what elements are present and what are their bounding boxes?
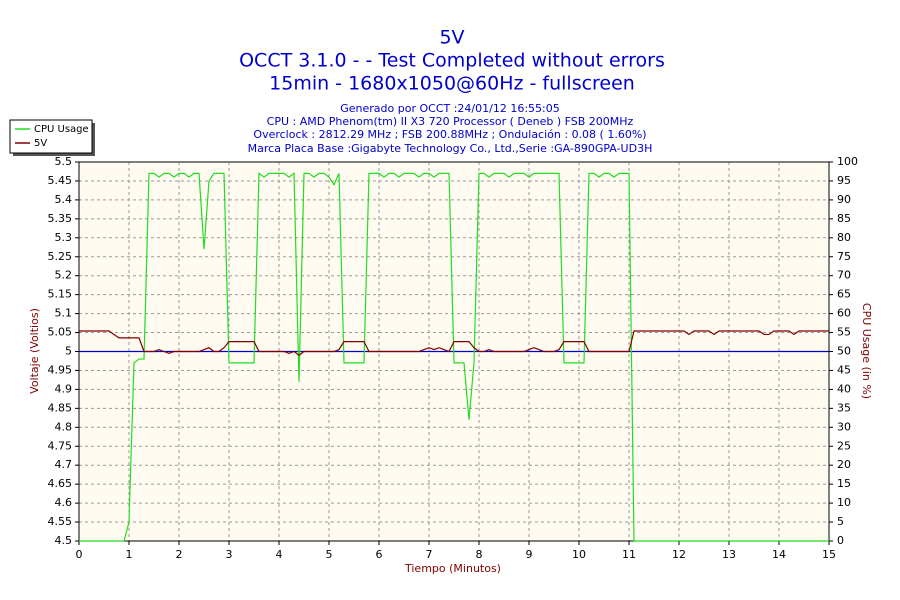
y2-tick-label: 35: [837, 401, 851, 414]
x-tick-label: 8: [476, 548, 483, 561]
x-tick-label: 11: [622, 548, 636, 561]
x-tick-label: 15: [822, 548, 836, 561]
y-tick-label: 5.05: [48, 326, 73, 339]
x-tick-label: 2: [176, 548, 183, 561]
x-axis-label: Tiempo (Minutos): [404, 562, 501, 575]
y-tick-label: 4.9: [55, 382, 73, 395]
y-tick-label: 5.25: [48, 250, 73, 263]
y-tick-label: 5.5: [55, 155, 73, 168]
y-tick-label: 4.55: [48, 515, 73, 528]
y-tick-label: 4.8: [55, 420, 73, 433]
chart-subtitle: 15min - 1680x1050@60Hz - fullscreen: [269, 73, 635, 95]
y2-tick-label: 20: [837, 458, 851, 471]
y-tick-label: 5.45: [48, 174, 73, 187]
y2-tick-label: 90: [837, 193, 851, 206]
x-tick-label: 4: [276, 548, 283, 561]
x-tick-label: 9: [526, 548, 533, 561]
y2-tick-label: 55: [837, 326, 851, 339]
y2-tick-label: 25: [837, 439, 851, 452]
x-tick-label: 12: [672, 548, 686, 561]
x-tick-label: 1: [126, 548, 133, 561]
y2-tick-label: 60: [837, 307, 851, 320]
info-line: Overclock : 2812.29 MHz ; FSB 200.88MHz …: [253, 128, 646, 141]
y2-tick-label: 45: [837, 363, 851, 376]
legend-label: 5V: [34, 138, 47, 149]
y-tick-label: 4.6: [55, 496, 73, 509]
y-tick-label: 5.3: [55, 231, 73, 244]
y-tick-label: 4.95: [48, 363, 73, 376]
y-tick-label: 5.2: [55, 269, 73, 282]
y2-tick-label: 30: [837, 420, 851, 433]
x-tick-label: 6: [376, 548, 383, 561]
series-line: [79, 330, 829, 357]
y-tick-label: 4.65: [48, 477, 73, 490]
y2-tick-label: 70: [837, 269, 851, 282]
y-tick-label: 4.85: [48, 401, 73, 414]
y-tick-label: 5.1: [55, 307, 73, 320]
y2-tick-label: 50: [837, 345, 851, 358]
y2-tick-label: 85: [837, 212, 851, 225]
info-line: CPU : AMD Phenom(tm) II X3 720 Processor…: [267, 115, 634, 128]
info-line: Generado por OCCT :24/01/12 16:55:05: [340, 102, 559, 115]
x-tick-label: 7: [426, 548, 433, 561]
info-line: Marca Placa Base :Gigabyte Technology Co…: [248, 142, 653, 155]
y2-tick-label: 80: [837, 231, 851, 244]
legend-box: [9, 119, 93, 154]
y-tick-label: 5.4: [55, 193, 73, 206]
series-line: [79, 172, 829, 542]
y2-tick-label: 100: [837, 155, 858, 168]
y2-tick-label: 65: [837, 288, 851, 301]
x-tick-label: 13: [722, 548, 736, 561]
y2-tick-label: 10: [837, 496, 851, 509]
y2-tick-label: 95: [837, 174, 851, 187]
x-tick-label: 5: [326, 548, 333, 561]
y-tick-label: 5: [65, 345, 72, 358]
y2-tick-label: 75: [837, 250, 851, 263]
y2-tick-label: 0: [837, 534, 844, 547]
y2-tick-label: 5: [837, 515, 844, 528]
y-axis-label: Voltaje (Voltios): [28, 308, 41, 394]
x-tick-label: 3: [226, 548, 233, 561]
x-tick-label: 14: [772, 548, 786, 561]
chart-title: 5V: [439, 27, 464, 49]
x-tick-label: 0: [76, 548, 83, 561]
legend-label: CPU Usage: [34, 124, 89, 135]
y2-tick-label: 40: [837, 382, 851, 395]
y-tick-label: 5.35: [48, 212, 73, 225]
y2-tick-label: 15: [837, 477, 851, 490]
chart-subtitle: OCCT 3.1.0 - - Test Completed without er…: [239, 50, 665, 72]
y2-axis-label: CPU Usage (in %): [860, 303, 873, 399]
y-tick-label: 4.7: [55, 458, 73, 471]
y-tick-label: 4.75: [48, 439, 73, 452]
y-tick-label: 5.15: [48, 288, 73, 301]
x-tick-label: 10: [572, 548, 586, 561]
y-tick-label: 4.5: [55, 534, 73, 547]
